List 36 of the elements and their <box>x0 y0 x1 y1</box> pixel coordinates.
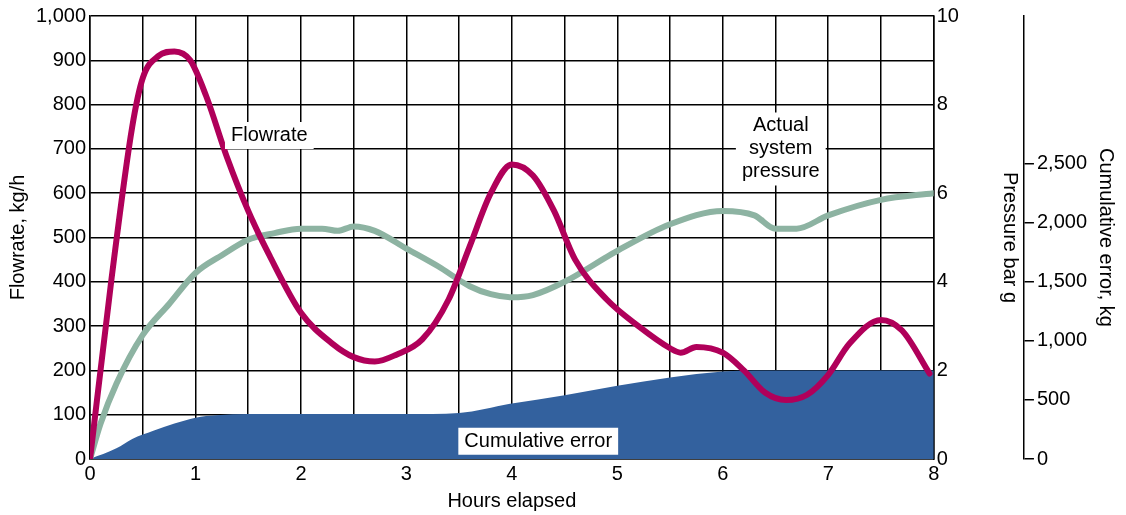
series-label: Flowrate <box>230 123 308 146</box>
x-tick-label: 7 <box>822 461 834 484</box>
y-tick-label: 900 <box>52 47 87 70</box>
x-tick-label: 1 <box>189 461 202 484</box>
x-tick-label: 2 <box>295 461 307 484</box>
series-label: Actual system pressure <box>741 113 820 182</box>
y2-tick-label: 10 <box>936 3 959 26</box>
y-tick-label: 600 <box>52 180 87 203</box>
x-tick-label: 5 <box>611 461 623 484</box>
y2-tick-label: 2 <box>936 357 948 380</box>
x-tick-label: 3 <box>400 461 412 484</box>
y-tick-label: 500 <box>52 225 87 248</box>
y-tick-label: 200 <box>52 357 87 380</box>
y2-axis-title: Pressure bar g <box>1000 171 1023 304</box>
y-axis-title: Flowrate, kg/h <box>5 174 28 301</box>
y3-tick-label: 500 <box>1036 387 1071 410</box>
y-tick-label: 1,000 <box>35 3 87 26</box>
y3-axis-title: Cumulative error, kg <box>1096 148 1119 327</box>
x-tick-label: 6 <box>717 461 729 484</box>
y3-tick-label: 1,000 <box>1036 328 1088 351</box>
y-tick-label: 300 <box>52 313 87 336</box>
y2-tick-label: 4 <box>936 269 948 292</box>
y-tick-label: 400 <box>52 269 87 292</box>
y-tick-label: 800 <box>52 92 87 115</box>
y3-tick-label: 2,500 <box>1036 151 1088 174</box>
y3-tick-label: 0 <box>1036 446 1049 469</box>
y-tick-label: 700 <box>52 136 87 159</box>
y-tick-label: 0 <box>74 446 87 469</box>
y2-tick-label: 6 <box>936 180 948 203</box>
y-tick-label: 100 <box>52 402 87 425</box>
x-tick-label: 4 <box>506 461 518 484</box>
series-label: Cumulative error <box>464 428 613 451</box>
x-axis-title: Hours elapsed <box>447 488 577 511</box>
y2-tick-label: 8 <box>936 92 948 115</box>
y3-tick-label: 2,000 <box>1036 210 1088 233</box>
y3-tick-label: 1,500 <box>1036 269 1088 292</box>
